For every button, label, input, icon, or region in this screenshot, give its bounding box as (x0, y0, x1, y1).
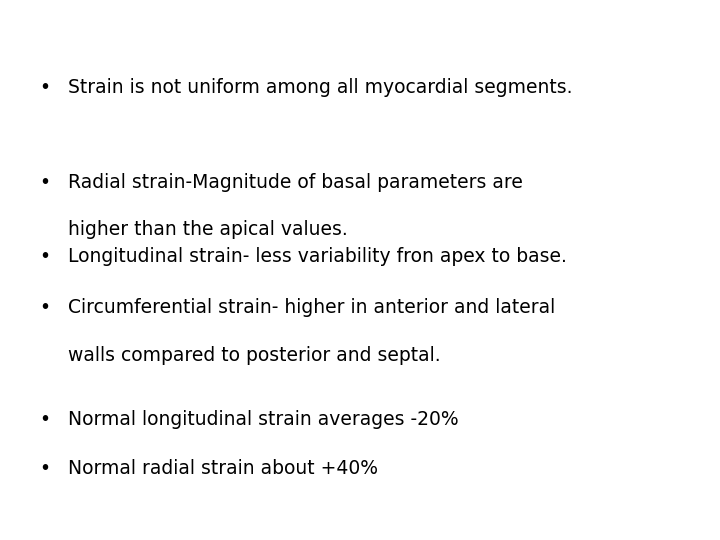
Text: •: • (40, 247, 50, 266)
Text: •: • (40, 410, 50, 429)
Text: Radial strain-Magnitude of basal parameters are: Radial strain-Magnitude of basal paramet… (68, 173, 523, 192)
Text: •: • (40, 78, 50, 97)
Text: Longitudinal strain- less variability fron apex to base.: Longitudinal strain- less variability fr… (68, 247, 567, 266)
Text: Strain is not uniform among all myocardial segments.: Strain is not uniform among all myocardi… (68, 78, 573, 97)
Text: Circumferential strain- higher in anterior and lateral: Circumferential strain- higher in anteri… (68, 298, 556, 317)
Text: •: • (40, 459, 50, 478)
Text: walls compared to posterior and septal.: walls compared to posterior and septal. (68, 346, 441, 365)
Text: Normal radial strain about +40%: Normal radial strain about +40% (68, 459, 379, 478)
Text: Normal longitudinal strain averages -20%: Normal longitudinal strain averages -20% (68, 410, 459, 429)
Text: •: • (40, 298, 50, 317)
Text: higher than the apical values.: higher than the apical values. (68, 220, 348, 239)
Text: •: • (40, 173, 50, 192)
